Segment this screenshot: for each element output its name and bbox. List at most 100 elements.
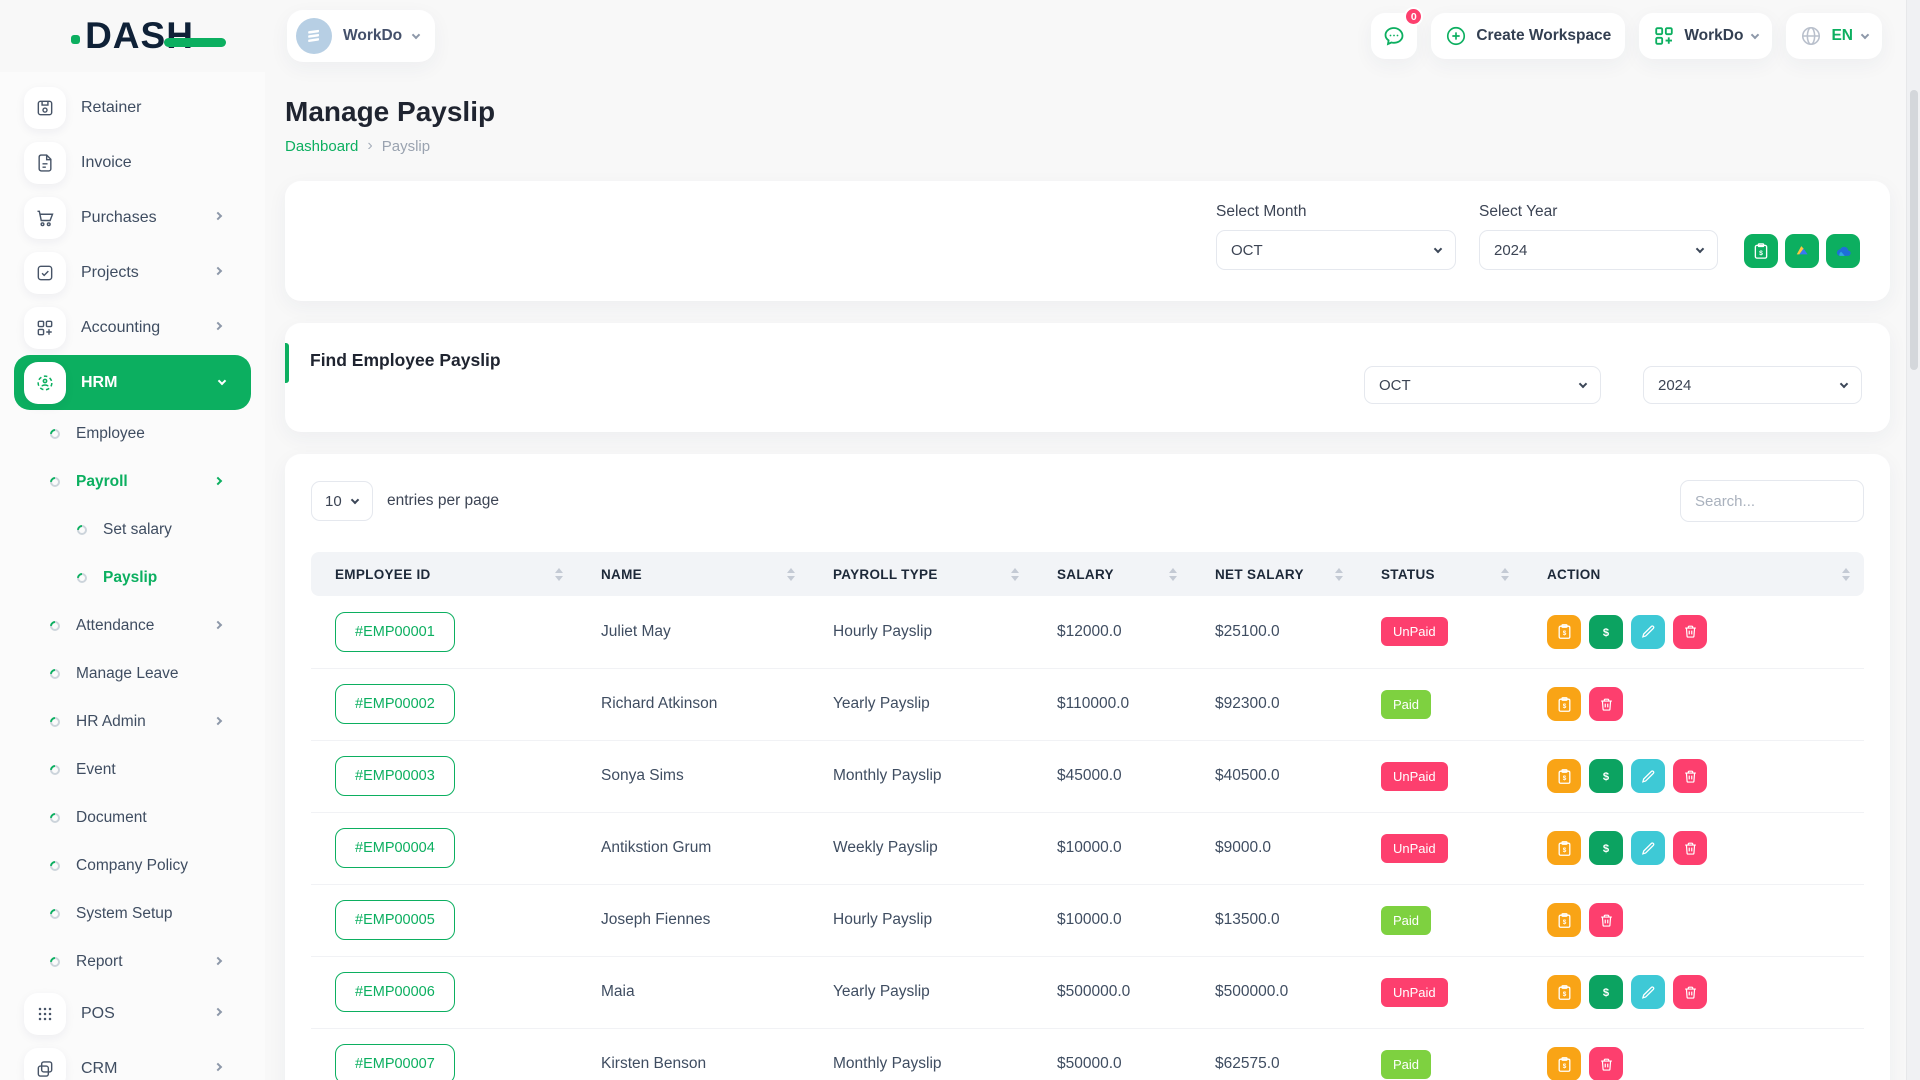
edit-button[interactable] — [1631, 759, 1665, 793]
sidebar-item-invoice[interactable]: Invoice — [0, 135, 265, 190]
payslip-button[interactable]: $ — [1547, 831, 1581, 865]
chevron-down-icon — [1839, 379, 1849, 388]
sidebar-item-attendance[interactable]: Attendance — [0, 602, 265, 650]
sidebar-item-hrm[interactable]: HRM — [14, 355, 251, 410]
sidebar-item-hr-admin[interactable]: HR Admin — [0, 698, 265, 746]
building-icon — [308, 29, 319, 42]
workdo-menu-label: WorkDo — [1684, 27, 1744, 44]
brand-logo[interactable]: DASH — [71, 15, 226, 57]
sidebar-item-label: HR Admin — [76, 713, 146, 730]
chevron-down-icon — [1860, 30, 1870, 39]
pay-button[interactable]: $ — [1589, 759, 1623, 793]
sidebar-item-pos[interactable]: POS — [0, 986, 265, 1041]
employee-id-button[interactable]: #EMP00004 — [335, 828, 455, 868]
sidebar-item-report[interactable]: Report — [0, 938, 265, 986]
sidebar-item-payslip[interactable]: Payslip — [0, 554, 265, 602]
employee-id-button[interactable]: #EMP00002 — [335, 684, 455, 724]
sidebar-item-payroll[interactable]: Payroll — [0, 458, 265, 506]
workdo-apps-menu[interactable]: WorkDo — [1639, 13, 1773, 59]
find-year-select[interactable]: 2024 — [1643, 366, 1862, 404]
employee-id-button[interactable]: #EMP00007 — [335, 1044, 455, 1080]
google-drive-export-button[interactable] — [1785, 234, 1819, 268]
language-selector[interactable]: EN — [1786, 13, 1882, 59]
payslip-button[interactable]: $ — [1547, 903, 1581, 937]
payslip-button[interactable]: $ — [1547, 687, 1581, 721]
employee-id-button[interactable]: #EMP00003 — [335, 756, 455, 796]
edit-button[interactable] — [1631, 831, 1665, 865]
row-actions: $ $ — [1547, 975, 1864, 1009]
breadcrumb-dashboard-link[interactable]: Dashboard — [285, 137, 359, 155]
column-header: EMPLOYEE ID — [335, 566, 431, 582]
sidebar-item-accounting[interactable]: Accounting — [0, 300, 265, 355]
delete-button[interactable] — [1673, 759, 1707, 793]
sort-icon[interactable] — [1842, 567, 1850, 581]
sidebar-item-document[interactable]: Document — [0, 794, 265, 842]
onedrive-export-button[interactable] — [1826, 234, 1860, 268]
clipboard-dollar-icon: $ — [1558, 768, 1570, 784]
sidebar-item-projects[interactable]: Projects — [0, 245, 265, 300]
messages-count-badge: 0 — [1404, 7, 1424, 26]
sidebar-item-label: Document — [76, 809, 147, 826]
language-label: EN — [1831, 27, 1853, 44]
pay-button[interactable]: $ — [1589, 975, 1623, 1009]
create-workspace-button[interactable]: Create Workspace — [1431, 13, 1626, 59]
sort-icon[interactable] — [1011, 567, 1019, 581]
payslip-button[interactable]: $ — [1547, 975, 1581, 1009]
chevron-down-icon — [350, 495, 360, 504]
bullet-icon — [47, 858, 63, 874]
payslip-button[interactable]: $ — [1547, 614, 1581, 649]
table-header-row: EMPLOYEE ID NAME PAYROLL TYPE SALARY NET… — [311, 552, 1864, 596]
table-row: #EMP00007 Kirsten Benson Monthly Payslip… — [311, 1028, 1864, 1080]
row-actions: $ $ — [1547, 831, 1864, 865]
sidebar-item-system-setup[interactable]: System Setup — [0, 890, 265, 938]
employee-id-button[interactable]: #EMP00001 — [335, 611, 455, 652]
sidebar-item-manage-leave[interactable]: Manage Leave — [0, 650, 265, 698]
employee-id-button[interactable]: #EMP00006 — [335, 972, 455, 1012]
delete-button[interactable] — [1673, 614, 1707, 649]
delete-button[interactable] — [1589, 687, 1623, 721]
messages-button[interactable]: 0 — [1371, 7, 1424, 59]
scrollbar-thumb[interactable] — [1910, 90, 1918, 370]
svg-text:$: $ — [1562, 775, 1566, 782]
topbar-actions: 0 Create Workspace WorkDo EN — [1371, 7, 1882, 59]
search-input[interactable] — [1680, 480, 1864, 522]
payslip-table: EMPLOYEE ID NAME PAYROLL TYPE SALARY NET… — [311, 552, 1864, 1080]
sort-icon[interactable] — [555, 567, 563, 581]
page-size-select[interactable]: 10 — [311, 481, 373, 521]
payslip-button[interactable]: $ — [1547, 1047, 1581, 1080]
sidebar-item-label: Invoice — [81, 153, 132, 171]
edit-button[interactable] — [1631, 975, 1665, 1009]
sidebar-item-company-policy[interactable]: Company Policy — [0, 842, 265, 890]
delete-button[interactable] — [1589, 903, 1623, 937]
sort-icon[interactable] — [787, 567, 795, 581]
sidebar-item-label: Projects — [81, 263, 139, 281]
delete-button[interactable] — [1589, 1047, 1623, 1080]
sidebar-item-set-salary[interactable]: Set salary — [0, 506, 265, 554]
sort-icon[interactable] — [1335, 567, 1343, 581]
bullet-icon — [47, 906, 63, 922]
payroll-type-cell: Hourly Payslip — [809, 596, 1033, 669]
sidebar-item-label: Accounting — [81, 318, 161, 336]
payslip-button[interactable]: $ — [1547, 759, 1581, 793]
sidebar-item-retainer[interactable]: Retainer — [0, 80, 265, 135]
bullet-icon — [47, 810, 63, 826]
sidebar-item-purchases[interactable]: Purchases — [0, 190, 265, 245]
sidebar-item-crm[interactable]: CRM — [0, 1041, 265, 1080]
bulk-payment-button[interactable]: $ — [1744, 234, 1778, 268]
delete-button[interactable] — [1673, 831, 1707, 865]
vertical-scrollbar[interactable] — [1906, 0, 1920, 1080]
year-select[interactable]: 2024 — [1479, 230, 1718, 270]
find-month-select[interactable]: OCT — [1364, 366, 1601, 404]
employee-id-button[interactable]: #EMP00005 — [335, 900, 455, 940]
month-select[interactable]: OCT — [1216, 230, 1456, 270]
salary-cell: $50000.0 — [1033, 1028, 1191, 1080]
workspace-selector[interactable]: WorkDo — [287, 10, 436, 62]
sidebar-item-employee[interactable]: Employee — [0, 410, 265, 458]
pay-button[interactable]: $ — [1589, 614, 1623, 649]
sort-icon[interactable] — [1169, 567, 1177, 581]
pay-button[interactable]: $ — [1589, 831, 1623, 865]
sidebar-item-event[interactable]: Event — [0, 746, 265, 794]
sort-icon[interactable] — [1501, 567, 1509, 581]
edit-button[interactable] — [1631, 614, 1665, 649]
delete-button[interactable] — [1673, 975, 1707, 1009]
